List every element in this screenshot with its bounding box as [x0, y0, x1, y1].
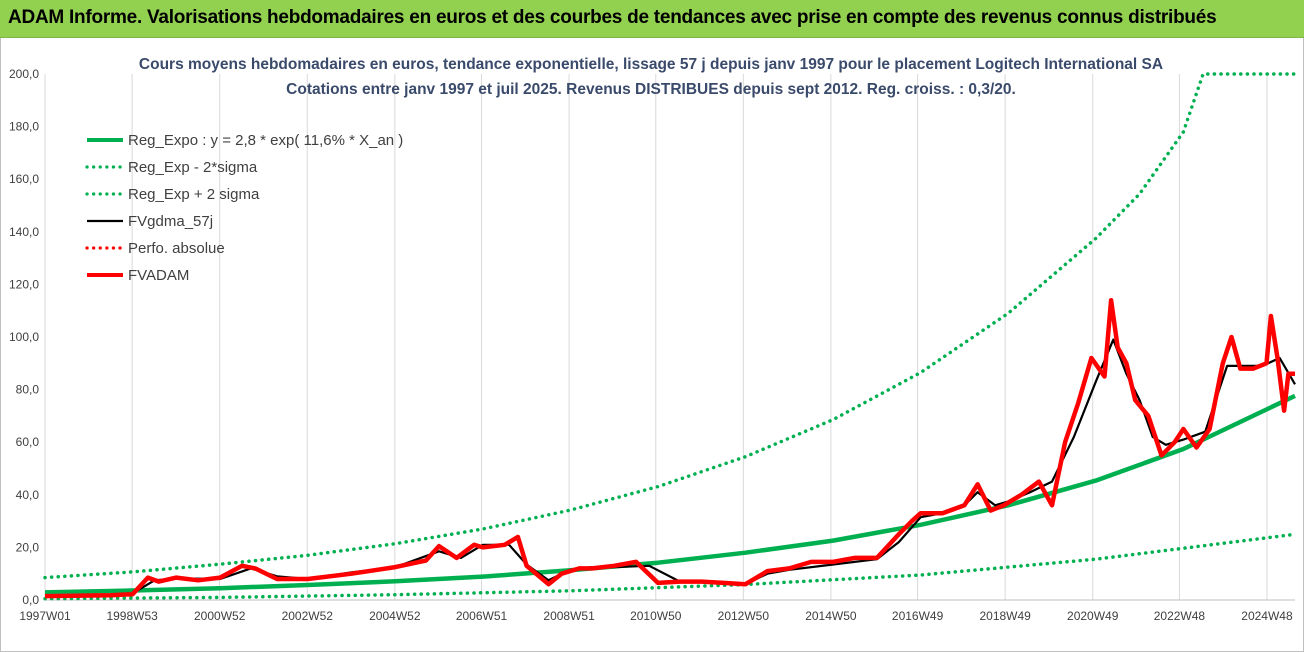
x-tick-label: 2002W52 [282, 609, 334, 623]
legend-label: Perfo. absolue [128, 240, 225, 257]
chart-area: 0,0 20,0 40,0 60,0 80,0 100,0 120,0 140,0 160,0 1… [0, 38, 1304, 652]
y-tick-label: 20,0 [16, 540, 40, 554]
series-line-fvadam [44, 297, 1295, 599]
x-tick-label: 2018W49 [979, 609, 1031, 623]
x-tick-label: 1997W01 [19, 609, 71, 623]
x-tick-label: 2020W49 [1067, 609, 1119, 623]
y-tick-label: 40,0 [16, 488, 40, 502]
x-tick-label: 2000W52 [194, 609, 246, 623]
y-tick-label: 180,0 [9, 120, 39, 134]
legend: Reg_Expo : y = 2,8 * exp( 11,6% * X_an )… [85, 132, 403, 284]
x-tick-label: 2022W48 [1154, 609, 1206, 623]
x-axis-ticks: 1997W01 1998W53 2000W52 2002W52 2004W52 2006W… [19, 609, 1293, 623]
y-tick-label: 80,0 [16, 383, 40, 397]
x-tick-label: 2016W49 [892, 609, 944, 623]
y-tick-label: 160,0 [9, 172, 39, 186]
x-tick-label: 2004W52 [369, 609, 421, 623]
legend-label: Reg_Expo : y = 2,8 * exp( 11,6% * X_an ) [128, 132, 403, 149]
y-tick-label: 0,0 [22, 593, 39, 607]
chart-title: Cours moyens hebdomadaires en euros, ten… [139, 56, 1163, 73]
legend-label: FVADAM [128, 267, 189, 284]
y-tick-label: 120,0 [9, 277, 39, 291]
x-tick-label: 2008W51 [543, 609, 595, 623]
x-tick-label: 1998W53 [106, 609, 158, 623]
grid [44, 74, 1268, 600]
x-tick-label: 2006W51 [456, 609, 508, 623]
x-tick-label: 2012W50 [718, 609, 770, 623]
y-tick-label: 60,0 [16, 435, 40, 449]
series-line-reg-expo-y-2-8-exp-11-6- [44, 393, 1296, 595]
y-tick-label: 140,0 [9, 225, 39, 239]
legend-label: Reg_Exp - 2*sigma [128, 159, 258, 176]
legend-label: FVgdma_57j [128, 213, 213, 230]
report-banner: ADAM Informe. Valorisations hebdomadaire… [0, 0, 1304, 38]
series-line-reg-exp-2-sigma [43, 532, 1297, 601]
y-axis-ticks: 0,0 20,0 40,0 60,0 80,0 100,0 120,0 140,0 160,0 1… [9, 67, 39, 607]
legend-label: Reg_Exp + 2 sigma [128, 186, 260, 203]
line-chart: 0,0 20,0 40,0 60,0 80,0 100,0 120,0 140,0 160,0 1… [9, 56, 1297, 623]
x-tick-label: 2014W50 [805, 609, 857, 623]
y-tick-label: 200,0 [9, 67, 39, 81]
x-tick-label: 2010W50 [630, 609, 682, 623]
series [43, 72, 1297, 601]
report-banner-title: ADAM Informe. Valorisations hebdomadaire… [8, 7, 1217, 28]
series-line-reg-exp-2-sigma [43, 72, 1297, 580]
chart-subtitle: Cotations entre janv 1997 et juil 2025. … [286, 81, 1016, 98]
x-tick-label: 2024W48 [1241, 609, 1293, 623]
y-tick-label: 100,0 [9, 330, 39, 344]
